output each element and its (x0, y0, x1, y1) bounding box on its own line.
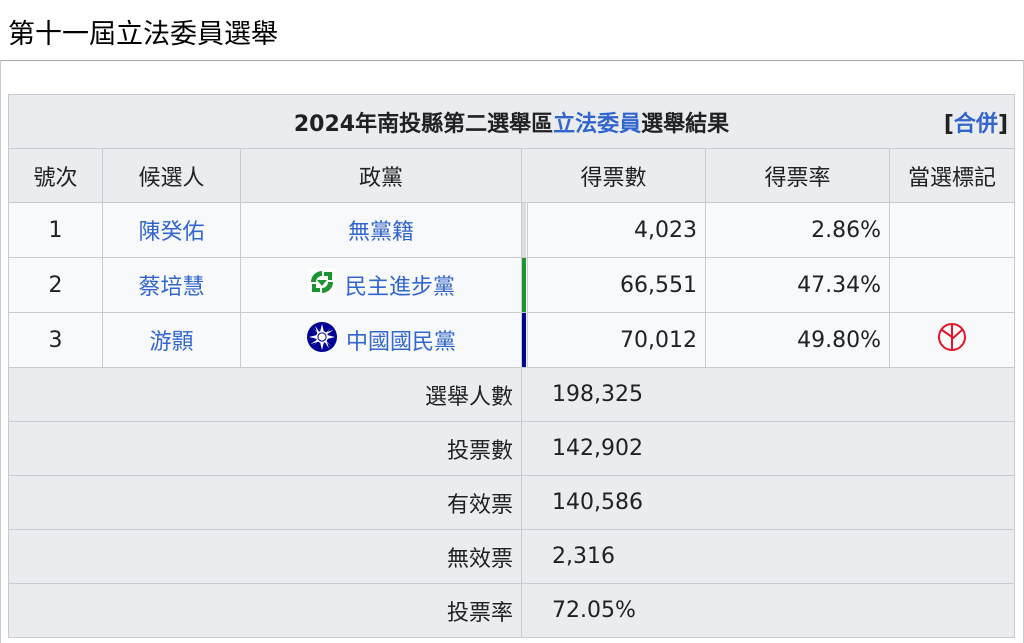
candidate-name-link[interactable]: 游顥 (102, 312, 241, 368)
stat-label: 投票率 (8, 583, 522, 638)
candidate-name-link[interactable]: 蔡培慧 (102, 257, 241, 313)
stat-row: 無效票 2,316 (8, 529, 1015, 584)
heading-divider (0, 60, 1024, 61)
candidate-votes: 4,023 (527, 202, 706, 258)
caption-prefix: 2024年南投縣第二選舉區 (293, 111, 554, 137)
election-results-table: 2024年南投縣第二選舉區立法委員選舉結果 [合併] 號次 候選人 政黨 得票數… (8, 94, 1015, 638)
candidate-name-link[interactable]: 陳癸佑 (102, 202, 241, 258)
table-row: 1 陳癸佑 無黨籍 4,023 2.86% (8, 202, 1015, 258)
merge-link[interactable]: 合併 (953, 111, 998, 137)
left-border (0, 60, 1, 643)
stat-label: 無效票 (8, 529, 522, 584)
stat-label: 有效票 (8, 475, 522, 530)
header-number: 號次 (8, 148, 103, 203)
party-link[interactable]: 無黨籍 (347, 220, 414, 245)
elected-stamp-icon (936, 323, 968, 359)
table-caption: 2024年南投縣第二選舉區立法委員選舉結果 [合併] (8, 94, 1015, 149)
stat-value: 72.05% (521, 583, 1015, 638)
stat-label: 投票數 (8, 421, 522, 476)
section-heading: 第十一屆立法委員選舉 (8, 19, 278, 50)
stat-row: 選舉人數 198,325 (8, 367, 1015, 422)
caption-suffix: 選舉結果 (641, 111, 730, 137)
stat-value: 198,325 (521, 367, 1015, 422)
merge-control: [合併] (943, 111, 1008, 137)
party-link[interactable]: 民主進步黨 (344, 275, 455, 300)
elected-mark-cell (889, 312, 1015, 368)
candidate-votes: 66,551 (527, 257, 706, 313)
candidate-votes: 70,012 (527, 312, 706, 368)
caption-legislator-link[interactable]: 立法委員 (553, 111, 642, 137)
elected-mark-cell (889, 257, 1015, 313)
candidate-rate: 49.80% (705, 312, 890, 368)
party-cell: 無黨籍 (240, 202, 522, 258)
header-votes: 得票數 (521, 148, 706, 203)
stat-row: 投票率 72.05% (8, 583, 1015, 638)
table-row: 2 蔡培慧 民主進步黨 66,551 47.34% (8, 257, 1015, 313)
dpp-logo-icon[interactable] (307, 267, 337, 303)
stat-row: 投票數 142,902 (8, 421, 1015, 476)
candidate-number: 1 (8, 202, 103, 258)
table-row: 3 游顥 (8, 312, 1015, 368)
table-caption-row: 2024年南投縣第二選舉區立法委員選舉結果 [合併] (8, 94, 1015, 149)
party-cell: 民主進步黨 (240, 257, 522, 313)
header-row: 號次 候選人 政黨 得票數 得票率 當選標記 (8, 148, 1015, 203)
kmt-logo-icon[interactable] (306, 321, 338, 359)
stat-value: 2,316 (521, 529, 1015, 584)
candidate-rate: 2.86% (705, 202, 890, 258)
header-rate: 得票率 (705, 148, 890, 203)
party-link[interactable]: 中國國民黨 (345, 330, 456, 355)
elected-mark-cell (889, 202, 1015, 258)
candidate-number: 2 (8, 257, 103, 313)
header-party: 政黨 (240, 148, 522, 203)
stat-value: 142,902 (521, 421, 1015, 476)
header-elected: 當選標記 (889, 148, 1015, 203)
party-cell: 中國國民黨 (240, 312, 522, 368)
stat-label: 選舉人數 (8, 367, 522, 422)
stat-row: 有效票 140,586 (8, 475, 1015, 530)
candidate-number: 3 (8, 312, 103, 368)
header-candidate: 候選人 (102, 148, 241, 203)
candidate-rate: 47.34% (705, 257, 890, 313)
stat-value: 140,586 (521, 475, 1015, 530)
